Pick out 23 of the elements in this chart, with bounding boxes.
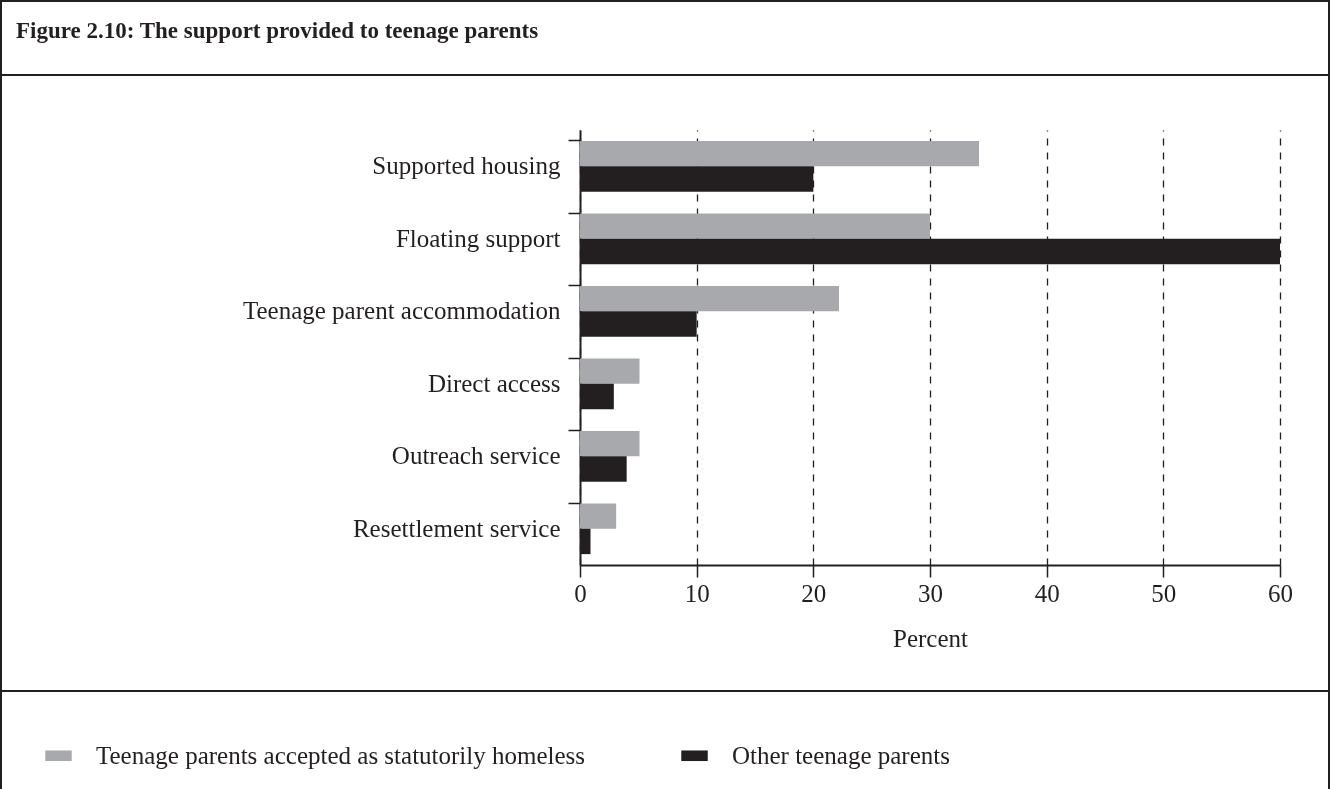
bar	[580, 140, 979, 167]
bar	[580, 213, 930, 239]
legend-label: Other teenage parents	[732, 741, 950, 769]
x-tick-label: 10	[684, 579, 710, 607]
legend-label: Teenage parents accepted as statutorily homeless	[96, 741, 586, 769]
x-tick-label: 30	[918, 579, 943, 607]
x-tick-label: 50	[1151, 579, 1177, 607]
x-axis-title: Percent	[893, 624, 969, 652]
bar	[580, 285, 839, 312]
x-tick-label: 0	[574, 579, 587, 607]
x-tick-label: 20	[801, 579, 827, 607]
y-tick-label: Outreach service	[391, 442, 561, 470]
x-tick-label: 40	[1034, 579, 1060, 607]
text: Figure 2.10: The support provided to teenage parents	[16, 18, 539, 44]
x-tick-label: 60	[1268, 579, 1293, 607]
bar	[580, 503, 617, 529]
y-tick-label: Teenage parent accommodation	[242, 297, 561, 325]
bar	[580, 430, 640, 457]
y-tick-label: Direct access	[427, 369, 561, 397]
bar	[580, 358, 640, 384]
y-tick-label: Floating support	[395, 224, 561, 252]
y-tick-label: Supported housing	[372, 152, 561, 180]
y-tick-label: Resettlement service	[352, 514, 561, 542]
